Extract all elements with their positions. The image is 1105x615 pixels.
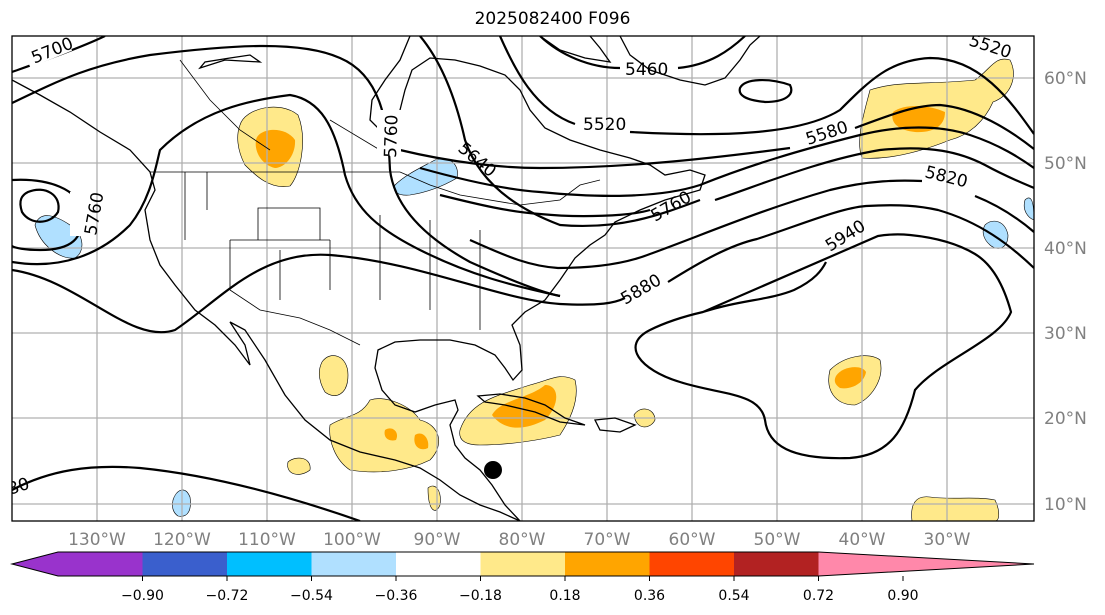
colorbar-segment: [649, 552, 735, 576]
lat-label: 60°N: [1044, 69, 1087, 89]
contour-label: 5880: [618, 270, 665, 309]
colorbar-tick-label: −0.54: [290, 588, 333, 604]
contour-5520: [498, 36, 1034, 136]
contour-5760-west: [12, 93, 561, 298]
contour-5640: [419, 36, 701, 228]
colorbar: −0.90 −0.72 −0.54 −0.36 −0.18 0.18 0.36 0.54 0.7…: [10, 551, 1035, 604]
colorbar-extend-max: [818, 552, 1034, 576]
lon-label: 80°W: [499, 530, 546, 550]
map-frame: [11, 35, 1035, 522]
contour-5760-atlantic: [439, 147, 1034, 218]
colorbar-tick-label: 0.90: [887, 588, 918, 604]
lon-label: 130°W: [68, 530, 126, 550]
latitude-labels: 60°N 50°N 40°N 30°N 20°N 10°N: [1044, 69, 1087, 515]
colorbar-tick-label: 0.72: [803, 588, 834, 604]
anomaly-negative-atlantic-east: [982, 197, 1034, 249]
lat-label: 10°N: [1044, 495, 1087, 515]
contour-label: 80: [5, 474, 32, 500]
contour-5580: [399, 103, 1034, 170]
contour-5760-north: [12, 44, 561, 298]
lat-label: 50°N: [1044, 154, 1087, 174]
greenland-coast: [619, 36, 761, 86]
contour-third: [419, 126, 1034, 197]
anomaly-strong-central-america: [384, 428, 429, 450]
longitude-labels: 130°W 120°W 110°W 100°W 90°W 80°W 70°W 6…: [68, 530, 971, 550]
height-contours: [12, 36, 1034, 521]
map-title: 2025082400 F096: [474, 9, 631, 29]
lon-label: 90°W: [414, 530, 461, 550]
lon-label: 60°W: [669, 530, 716, 550]
colorbar-segment: [311, 552, 397, 576]
colorbar-segment: [396, 552, 481, 576]
cuba-coast: [476, 393, 586, 426]
political-borders: [150, 59, 601, 346]
anomaly-positive-honduras: [427, 485, 441, 511]
lat-label: 30°N: [1044, 324, 1087, 344]
colorbar-segment: [734, 552, 819, 576]
contour-80-south: [12, 465, 361, 521]
map-plot-area: 5700 5760 5760 5640 5460 5520 5520 5580 …: [5, 36, 1034, 521]
colorbar-segment: [142, 552, 228, 576]
contour-label: 5520: [583, 115, 626, 135]
contour-5940: [634, 233, 1013, 460]
colorbar-tick-label: 0.36: [634, 588, 665, 604]
anomaly-negative-great-lakes: [393, 158, 458, 196]
graticule: [12, 36, 1034, 521]
lon-label: 70°W: [584, 530, 631, 550]
contour-inner-loop: [738, 79, 793, 104]
colorbar-tick-label: −0.36: [375, 588, 418, 604]
anomaly-strong-atlantic: [892, 105, 945, 133]
lon-label: 110°W: [238, 530, 296, 550]
colorbar-tick-label: 0.54: [718, 588, 749, 604]
colorbar-tick-label: −0.18: [459, 588, 502, 604]
lat-label: 20°N: [1044, 409, 1087, 429]
lon-label: 40°W: [839, 530, 886, 550]
anomaly-strong-caribbean: [492, 385, 557, 428]
contour-label: 5460: [625, 60, 668, 80]
colorbar-extend-min: [12, 552, 58, 576]
contour-label: 5640: [454, 139, 500, 182]
anomaly-positive-pacific-small: [287, 457, 311, 475]
contour-5820: [469, 179, 1034, 270]
colorbar-segment: [57, 552, 143, 576]
anomaly-positive-mexico: [319, 355, 349, 396]
colorbar-segment: [227, 552, 312, 576]
lon-label: 120°W: [153, 530, 211, 550]
contour-low-center: [19, 188, 60, 223]
colorbar-tick-label: −0.72: [206, 588, 249, 604]
anomaly-positive-south-atlantic: [911, 496, 1000, 521]
colorbar-tick-label: 0.18: [549, 588, 580, 604]
lon-label: 50°W: [754, 530, 801, 550]
lon-label: 30°W: [924, 530, 971, 550]
contour-label: 5820: [923, 162, 970, 192]
contour-5760-loop: [12, 178, 84, 252]
anomaly-strong-subtropical-atlantic: [834, 367, 866, 389]
anomaly-strong-prairies: [255, 129, 296, 168]
storm-center-marker: [484, 461, 502, 479]
hispaniola-coast: [593, 417, 637, 433]
baffin-coast: [539, 36, 612, 63]
contour-5460: [539, 36, 746, 70]
anomaly-positive-central-america: [329, 398, 439, 473]
contour-5880: [12, 204, 1034, 334]
colorbar-segment: [565, 552, 650, 576]
lon-label: 100°W: [323, 530, 381, 550]
colorbar-outline: [10, 551, 1035, 577]
colorbar-tick-label: −0.90: [121, 588, 164, 604]
colorbar-segment: [480, 552, 566, 576]
contour-label: 5760: [381, 114, 402, 158]
hudson-island: [198, 54, 263, 70]
lat-label: 40°N: [1044, 239, 1087, 259]
